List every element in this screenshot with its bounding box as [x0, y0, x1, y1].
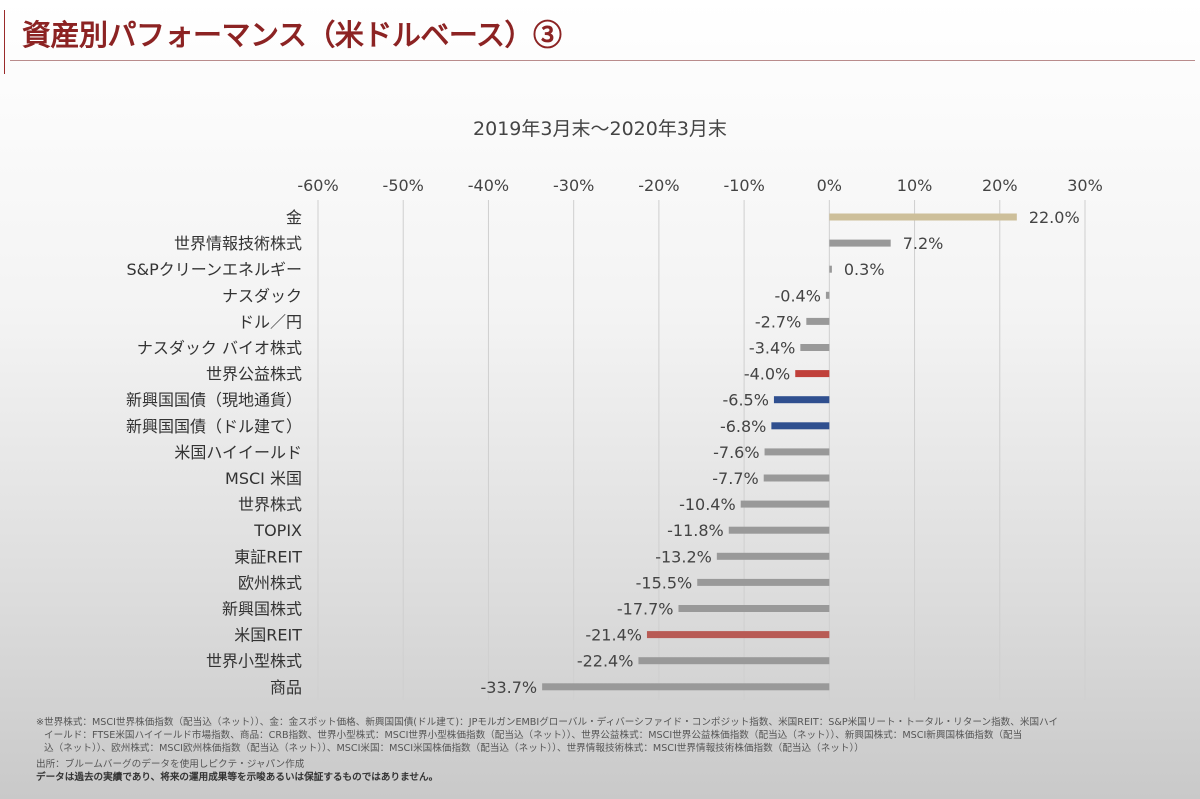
category-label: 米国REIT [234, 626, 302, 645]
bar [829, 265, 832, 273]
value-label: -0.4% [775, 286, 821, 305]
x-tick-label: -40% [468, 176, 509, 195]
chart-gridlines [317, 200, 1086, 700]
value-label: -7.7% [712, 469, 758, 488]
x-tick-label: -60% [297, 176, 338, 195]
value-label: -6.5% [723, 391, 769, 410]
value-label: -13.2% [655, 547, 712, 566]
value-label: -3.4% [749, 339, 795, 358]
bar [829, 239, 891, 247]
category-label: 米国ハイイールド [174, 443, 302, 462]
bar [763, 474, 830, 482]
chart-x-axis: -60% -50% -40% -30% -20% -10% 0% 10% 20% 30% [297, 176, 1102, 195]
footnote-line: ※世界株式：MSCI世界株価指数（配当込（ネット））、金：金スポット価格、新興国… [36, 717, 1059, 728]
category-label: TOPIX [253, 521, 302, 540]
category-label: MSCI 米国 [225, 469, 302, 488]
x-tick-label: -10% [723, 176, 764, 195]
bar [697, 578, 830, 586]
footnote-line: 込（ネット））、欧州株式：MSCI欧州株価指数（配当込（ネット））、MSCI米国… [44, 743, 864, 754]
title-accent-rule [4, 10, 5, 74]
value-label: -17.7% [617, 600, 674, 619]
bar [771, 422, 830, 430]
performance-bar-chart: 2019年3月末～2020年3月末 -60% -50% -40% -30% -20% -1… [126, 118, 1103, 700]
value-label: -10.4% [679, 495, 736, 514]
category-label: S&Pクリーンエネルギー [127, 260, 302, 279]
value-label: -2.7% [755, 312, 801, 331]
source-note: 出所：ブルームバーグのデータを使用しピクテ・ジャパン作成 [36, 759, 305, 770]
category-label: ナスダック [222, 286, 302, 305]
x-tick-label: 20% [982, 176, 1018, 195]
chart-bars: 金 22.0% 世界情報技術株式 7.2% S&Pクリーンエネルギー 0.3% ナスダック -… [126, 208, 1080, 697]
category-label: 世界株式 [238, 495, 302, 514]
category-label: 世界情報技術株式 [174, 234, 302, 253]
category-label: ドル／円 [238, 312, 302, 331]
value-label: -33.7% [481, 678, 538, 697]
bar [800, 344, 830, 351]
footnotes: ※世界株式：MSCI世界株価指数（配当込（ネット））、金：金スポット価格、新興国… [36, 716, 1176, 784]
x-tick-label: 30% [1067, 176, 1103, 195]
value-label: -15.5% [636, 573, 693, 592]
value-label: -11.8% [667, 521, 724, 540]
page-title: 資産別パフォーマンス（米ドルベース）③ [22, 18, 562, 52]
x-tick-label: 0% [817, 176, 842, 195]
bar [542, 683, 830, 691]
bar [740, 500, 830, 508]
value-label: 22.0% [1029, 208, 1080, 227]
x-tick-label: 10% [897, 176, 933, 195]
x-tick-label: -30% [553, 176, 594, 195]
bar [638, 657, 830, 665]
bar [806, 317, 830, 325]
disclaimer: データは過去の実績であり、将来の運用成果等を示唆あるいは保証するものではありませ… [36, 772, 439, 783]
bar [829, 213, 1017, 221]
category-label: ナスダック バイオ株式 [137, 339, 302, 358]
category-label: 世界小型株式 [206, 652, 302, 671]
bar [678, 605, 830, 612]
chart-title: 2019年3月末～2020年3月末 [473, 118, 727, 140]
category-label: 新興国国債（ドル建て） [126, 417, 302, 436]
x-tick-label: -50% [383, 176, 424, 195]
value-label: -21.4% [585, 626, 642, 645]
value-label: -22.4% [577, 652, 634, 671]
footnote-line: イールド：FTSE米国ハイイールド市場指数、商品：CRB指数、世界小型株式：MS… [44, 730, 1023, 741]
category-label: 新興国株式 [222, 600, 302, 619]
bar [764, 448, 830, 456]
value-label: 7.2% [903, 234, 944, 253]
category-label: 世界公益株式 [206, 365, 302, 384]
bar [773, 396, 830, 404]
category-label: 商品 [270, 678, 302, 697]
title-underline [10, 60, 1195, 61]
value-label: -7.6% [713, 443, 759, 462]
value-label: -6.8% [720, 417, 766, 436]
category-label: 新興国国債（現地通貨） [126, 391, 302, 410]
value-label: 0.3% [844, 260, 885, 279]
bar [646, 631, 830, 639]
category-label: 金 [286, 208, 302, 227]
category-label: 欧州株式 [238, 573, 302, 592]
bar [728, 526, 830, 534]
category-label: 東証REIT [234, 547, 302, 566]
bar [716, 552, 830, 560]
bar [825, 291, 830, 299]
value-label: -4.0% [744, 365, 790, 384]
x-tick-label: -20% [638, 176, 679, 195]
bar [795, 370, 830, 378]
